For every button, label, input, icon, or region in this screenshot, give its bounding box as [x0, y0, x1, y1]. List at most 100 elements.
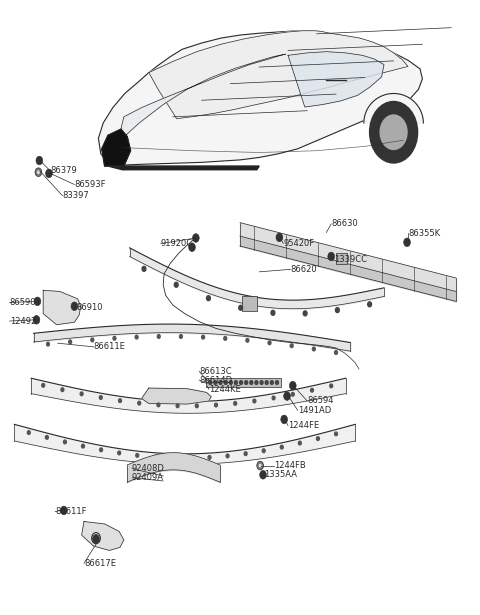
Text: 86630: 86630 — [331, 220, 358, 228]
Text: 83397: 83397 — [62, 191, 89, 200]
Polygon shape — [82, 522, 124, 550]
Circle shape — [370, 101, 418, 163]
Circle shape — [271, 311, 275, 315]
Polygon shape — [102, 129, 131, 166]
Circle shape — [246, 338, 249, 342]
Circle shape — [33, 315, 40, 324]
Circle shape — [284, 392, 290, 400]
Circle shape — [63, 440, 66, 444]
Circle shape — [113, 336, 116, 340]
Circle shape — [135, 335, 138, 339]
Circle shape — [336, 308, 339, 312]
Polygon shape — [14, 424, 355, 464]
Circle shape — [47, 343, 49, 346]
Circle shape — [176, 404, 179, 408]
Circle shape — [157, 403, 160, 407]
Circle shape — [224, 381, 227, 384]
Text: 86910: 86910 — [77, 303, 103, 312]
Bar — [242, 296, 257, 311]
Circle shape — [253, 399, 256, 403]
Circle shape — [226, 454, 229, 458]
Text: 95420F: 95420F — [283, 239, 314, 248]
Polygon shape — [31, 378, 346, 413]
Circle shape — [404, 238, 410, 247]
Circle shape — [262, 449, 265, 453]
Circle shape — [239, 305, 242, 310]
Polygon shape — [118, 54, 286, 143]
Circle shape — [234, 402, 237, 405]
Circle shape — [380, 115, 407, 149]
Text: 86611E: 86611E — [94, 343, 125, 351]
Circle shape — [328, 252, 335, 261]
Text: 1491AD: 1491AD — [298, 406, 331, 415]
Circle shape — [61, 388, 64, 392]
Text: 92408D: 92408D — [132, 464, 165, 473]
Polygon shape — [98, 31, 422, 166]
Text: 1244KE: 1244KE — [209, 385, 240, 394]
Circle shape — [46, 169, 52, 178]
Text: 86355K: 86355K — [408, 229, 440, 237]
Circle shape — [265, 381, 268, 384]
Circle shape — [260, 381, 263, 384]
Text: 1335AA: 1335AA — [264, 470, 297, 479]
Circle shape — [100, 448, 103, 451]
Circle shape — [214, 381, 217, 384]
Circle shape — [174, 282, 178, 287]
Text: 86611F: 86611F — [55, 507, 87, 516]
Circle shape — [37, 170, 40, 174]
Circle shape — [189, 243, 195, 252]
Circle shape — [276, 381, 278, 384]
Circle shape — [289, 381, 296, 390]
Circle shape — [299, 441, 301, 445]
Circle shape — [335, 432, 337, 435]
Circle shape — [276, 233, 283, 242]
Circle shape — [99, 395, 102, 399]
Circle shape — [80, 392, 83, 395]
Circle shape — [272, 396, 275, 400]
Circle shape — [245, 381, 248, 384]
Circle shape — [208, 456, 211, 459]
Circle shape — [34, 297, 41, 306]
Circle shape — [268, 341, 271, 344]
Circle shape — [42, 384, 45, 387]
Circle shape — [281, 415, 288, 424]
Polygon shape — [142, 388, 211, 404]
Circle shape — [206, 296, 210, 301]
Polygon shape — [108, 166, 259, 170]
Circle shape — [224, 336, 227, 340]
Circle shape — [91, 338, 94, 342]
Text: 86620: 86620 — [290, 265, 317, 274]
Text: 91920C: 91920C — [161, 239, 193, 248]
Circle shape — [36, 156, 43, 165]
Circle shape — [229, 381, 232, 384]
Circle shape — [46, 435, 48, 439]
Circle shape — [244, 452, 247, 456]
Circle shape — [280, 445, 283, 449]
Circle shape — [136, 453, 139, 457]
Circle shape — [215, 403, 217, 407]
Circle shape — [270, 381, 273, 384]
Text: 1339CC: 1339CC — [334, 255, 367, 264]
Polygon shape — [364, 93, 423, 123]
Polygon shape — [149, 31, 408, 119]
Text: 12492: 12492 — [10, 317, 36, 325]
Text: 1244FB: 1244FB — [274, 461, 305, 470]
Circle shape — [142, 266, 146, 271]
Circle shape — [60, 506, 67, 515]
Text: 86614D: 86614D — [199, 376, 232, 384]
Circle shape — [69, 340, 72, 344]
Circle shape — [138, 401, 141, 405]
Circle shape — [259, 464, 262, 467]
Circle shape — [82, 444, 84, 448]
Circle shape — [316, 437, 319, 440]
Text: 86590: 86590 — [10, 298, 36, 307]
Text: 86379: 86379 — [50, 167, 77, 175]
Text: 92409A: 92409A — [132, 474, 164, 482]
Text: 86613C: 86613C — [199, 367, 232, 376]
Circle shape — [119, 399, 121, 402]
Bar — [336, 253, 347, 264]
Circle shape — [71, 302, 78, 311]
Circle shape — [312, 347, 315, 351]
Circle shape — [190, 456, 193, 460]
Circle shape — [311, 389, 313, 392]
